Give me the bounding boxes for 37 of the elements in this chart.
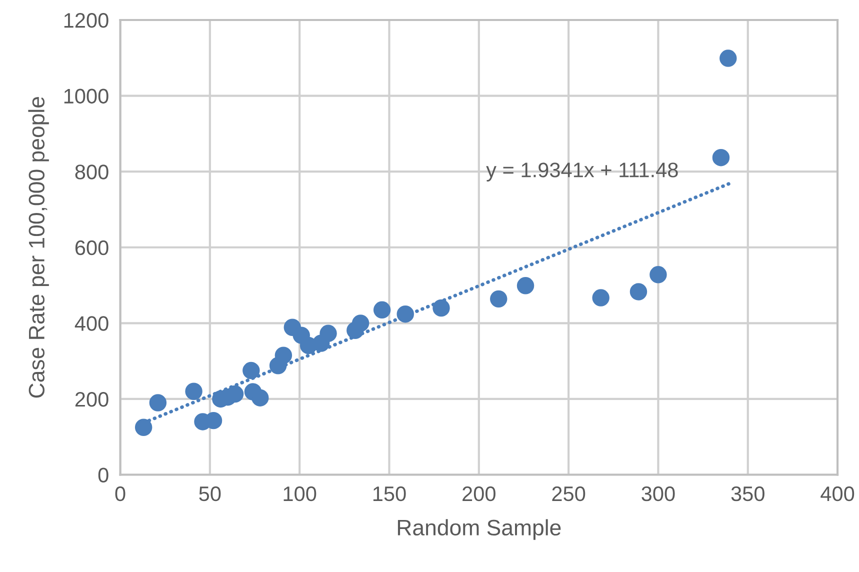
point xyxy=(352,314,370,332)
x-tick-label: 300 xyxy=(642,486,675,502)
x-axis-title: Random Sample xyxy=(398,519,561,540)
x-tick-label: 50 xyxy=(199,486,221,502)
point xyxy=(396,305,414,323)
point xyxy=(252,389,269,406)
x-tick-label: 150 xyxy=(373,486,406,502)
x-tick-label: 350 xyxy=(731,486,764,502)
annotation: y = 1.9341x + 111.48 xyxy=(486,162,678,182)
point xyxy=(149,394,167,412)
y-tick-label: 0 xyxy=(98,468,108,483)
point xyxy=(185,382,202,400)
y-tick-label: 200 xyxy=(75,392,108,407)
x-tick-label: 100 xyxy=(284,486,316,502)
x-tick-label: 400 xyxy=(820,486,854,502)
point xyxy=(516,277,534,294)
x-tick-label: 250 xyxy=(552,486,586,502)
point xyxy=(432,299,450,317)
point xyxy=(320,324,337,342)
point xyxy=(242,362,260,380)
y-tick-label: 400 xyxy=(74,316,108,331)
y-axis-title: Case Rate per 100,000 people xyxy=(28,97,49,398)
point xyxy=(490,290,508,308)
x-tick-label: 200 xyxy=(462,486,496,502)
point xyxy=(712,148,730,166)
y-tick-label: 600 xyxy=(75,240,108,256)
x-tick-label: 0 xyxy=(115,486,126,502)
y-tick-label: 800 xyxy=(75,164,108,180)
point xyxy=(650,266,667,284)
point xyxy=(134,418,152,436)
y-tick-label: 1000 xyxy=(64,88,108,104)
point xyxy=(274,346,292,364)
y-tick-label: 1200 xyxy=(64,13,108,28)
point xyxy=(720,50,737,67)
point xyxy=(592,289,610,306)
point xyxy=(630,283,648,300)
point xyxy=(373,301,391,319)
